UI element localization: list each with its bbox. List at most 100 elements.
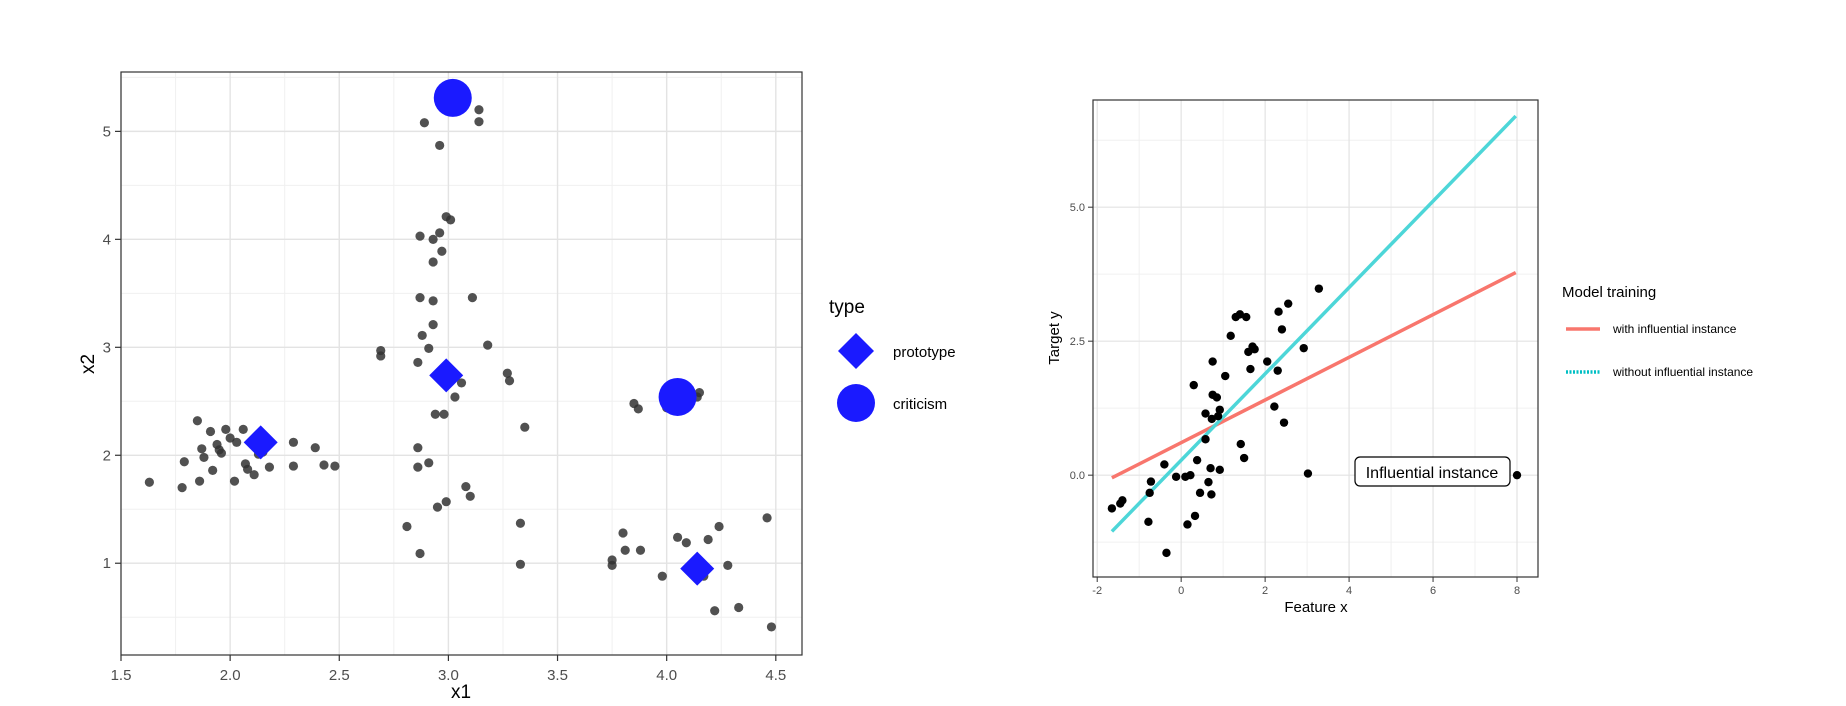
data-point xyxy=(1213,412,1223,421)
data-point xyxy=(376,351,386,361)
regression-lines xyxy=(1110,114,1518,533)
legend-left: type prototype criticism xyxy=(829,297,956,422)
data-point xyxy=(694,388,705,398)
data-point xyxy=(441,497,451,507)
regression-line-with xyxy=(1111,271,1517,480)
data-point xyxy=(734,602,744,613)
data-point xyxy=(672,532,683,542)
legend-key-prototype xyxy=(838,333,874,369)
data-point xyxy=(1246,364,1255,374)
data-point xyxy=(1206,464,1215,473)
x-axis-title-right: Feature x xyxy=(1284,599,1348,616)
data-point xyxy=(502,368,512,378)
data-point xyxy=(424,343,434,353)
prototype-marker xyxy=(680,551,715,586)
data-point xyxy=(437,246,447,256)
data-point xyxy=(1277,325,1287,334)
x-tick-label: 8 xyxy=(1514,585,1520,597)
data-point xyxy=(216,448,227,458)
data-point xyxy=(413,462,423,472)
y-axis-title-left: x2 xyxy=(78,354,99,374)
data-point xyxy=(424,458,434,468)
data-point xyxy=(1107,504,1117,513)
data-point xyxy=(428,296,438,306)
data-point xyxy=(1190,511,1200,521)
y-tick-label: 5 xyxy=(103,123,111,140)
y-tick-label: 2.5 xyxy=(1070,336,1085,348)
y-tick-label: 0.0 xyxy=(1070,470,1085,482)
data-point xyxy=(1303,469,1313,478)
x-tick-label: 4 xyxy=(1346,585,1352,597)
data-point xyxy=(515,559,526,569)
data-point xyxy=(1274,307,1283,316)
data-point xyxy=(723,560,733,570)
data-point xyxy=(1189,380,1198,390)
data-point xyxy=(432,502,443,512)
data-point xyxy=(1235,310,1245,319)
y-tick-label: 3 xyxy=(103,339,111,356)
data-point xyxy=(618,528,628,538)
data-point xyxy=(504,376,515,386)
data-point xyxy=(766,622,777,632)
y-tick-label: 5.0 xyxy=(1070,202,1085,214)
data-point xyxy=(197,444,207,454)
x-tick-label: 0 xyxy=(1178,585,1184,597)
data-point xyxy=(633,404,643,414)
influential-instance-chart: Influential instance -2 0 2 4 6 8 0.0 2.5 5.0 F… xyxy=(1046,99,1753,616)
prototype-criticism-chart: 1.5 2.0 2.5 3.0 3.5 4.0 4.5 1 2 3 4 5 x1 x2 type p… xyxy=(78,71,956,703)
data-point xyxy=(435,140,445,151)
data-point xyxy=(439,409,449,419)
data-point xyxy=(1239,453,1249,463)
data-point xyxy=(1195,488,1205,498)
highlight-points-left xyxy=(243,78,715,586)
data-point xyxy=(415,231,425,241)
data-point xyxy=(1273,366,1282,375)
data-point xyxy=(1208,357,1217,366)
annotation-influential-instance: Influential instance xyxy=(1354,456,1511,487)
data-point xyxy=(1270,402,1279,411)
legend-label-prototype: prototype xyxy=(893,344,956,361)
data-point xyxy=(635,545,646,555)
data-point xyxy=(1212,393,1222,402)
data-point xyxy=(199,452,209,463)
data-point xyxy=(1201,409,1210,418)
data-point xyxy=(413,357,423,368)
data-point xyxy=(445,215,456,225)
data-point xyxy=(288,437,299,447)
data-point xyxy=(1192,455,1202,465)
data-point xyxy=(1162,548,1171,558)
data-point xyxy=(1171,472,1181,481)
legend-title-left: type xyxy=(829,297,865,318)
regression-line-without xyxy=(1110,114,1518,533)
plot-panel-left xyxy=(121,72,802,655)
data-point xyxy=(194,476,205,486)
plot-border-left xyxy=(120,71,803,656)
x-tick-label: 6 xyxy=(1430,585,1436,597)
data-point xyxy=(428,257,438,267)
data-point xyxy=(310,443,320,453)
x-tick-label: 3.0 xyxy=(438,667,459,684)
data-point xyxy=(620,545,630,555)
data-point xyxy=(430,409,440,419)
data-point xyxy=(450,392,460,402)
data-point xyxy=(232,437,242,447)
data-point xyxy=(483,340,493,350)
legend-label-with: with influential instance xyxy=(1612,322,1737,336)
data-point xyxy=(1160,460,1169,469)
data-point xyxy=(1183,520,1192,529)
y-axis-ticks-right: 0.0 2.5 5.0 xyxy=(1070,202,1093,482)
data-point xyxy=(413,443,423,453)
prototype-marker xyxy=(243,425,278,460)
data-point xyxy=(1145,488,1154,498)
data-point xyxy=(208,465,218,475)
data-point xyxy=(461,481,471,492)
legend-label-without: without influential instance xyxy=(1612,365,1753,379)
x-axis-ticks-right: -2 0 2 4 6 8 xyxy=(1092,577,1520,597)
legend-key-criticism xyxy=(837,384,875,422)
data-point xyxy=(225,433,235,443)
data-points-left xyxy=(144,105,777,632)
data-point xyxy=(402,521,412,532)
x-tick-label: 2.5 xyxy=(329,667,350,684)
x-tick-label: 2.0 xyxy=(220,667,241,684)
